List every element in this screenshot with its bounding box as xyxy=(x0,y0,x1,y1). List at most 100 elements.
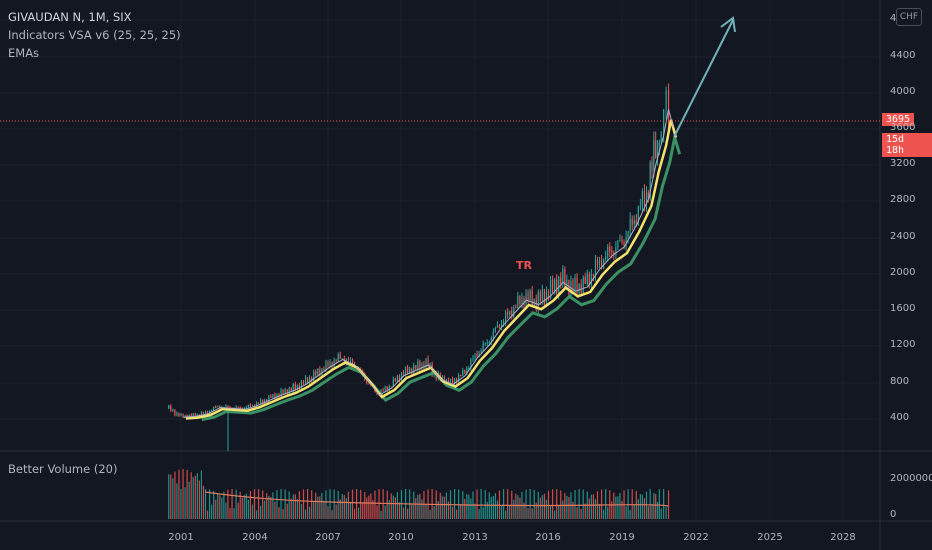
candle-body xyxy=(627,231,629,237)
candle-body xyxy=(335,360,337,362)
candle-body xyxy=(541,289,543,301)
candle-body xyxy=(298,384,301,390)
candle-body xyxy=(176,412,178,416)
candle-body xyxy=(543,289,546,305)
volume-bar xyxy=(653,492,655,519)
candle-body xyxy=(251,405,254,407)
volume-bar xyxy=(545,499,548,519)
symbol-title[interactable]: GIVAUDAN N, 1M, SIX xyxy=(8,10,132,24)
price-tick-label: 2800 xyxy=(890,194,916,205)
volume-bar xyxy=(249,490,252,519)
volume-bar xyxy=(411,503,413,519)
indicator-vsa-label[interactable]: Indicators VSA v6 (25, 25, 25) xyxy=(8,28,181,42)
ema-slow-line xyxy=(201,137,682,422)
candle-body xyxy=(603,258,605,269)
candle-body xyxy=(639,206,641,208)
volume-bar xyxy=(278,507,280,519)
volume-panel-title[interactable]: Better Volume (20) xyxy=(8,462,118,476)
volume-bar xyxy=(331,510,333,519)
candle-body xyxy=(472,357,474,360)
candle-body xyxy=(615,247,617,255)
candle-body xyxy=(351,359,354,365)
volume-bar xyxy=(655,494,657,519)
volume-bar xyxy=(186,469,188,519)
volume-bar xyxy=(560,490,562,519)
volume-bar xyxy=(574,489,576,519)
volume-bar xyxy=(629,510,631,519)
candle-body xyxy=(347,359,350,361)
volume-bar xyxy=(225,502,227,519)
volume-bar xyxy=(255,510,258,519)
candle-body xyxy=(276,394,278,399)
volume-bar xyxy=(168,474,170,519)
chart-legend: GIVAUDAN N, 1M, SIX Indicators VSA v6 (2… xyxy=(8,8,181,62)
volume-bar xyxy=(372,500,374,519)
volume-bar xyxy=(556,489,558,519)
candle-body xyxy=(223,406,225,408)
volume-bar xyxy=(260,505,262,519)
volume-bar xyxy=(343,494,345,519)
volume-bar xyxy=(566,495,568,519)
indicator-emas-label[interactable]: EMAs xyxy=(8,46,40,60)
volume-bar xyxy=(584,503,586,519)
candle-body xyxy=(290,388,292,392)
volume-bar xyxy=(215,499,217,519)
volume-bar xyxy=(478,509,480,519)
candle-body xyxy=(333,360,335,368)
candle-body xyxy=(663,109,665,135)
price-tick-label: 1600 xyxy=(890,303,916,314)
volume-bar xyxy=(582,489,584,519)
volume-bar xyxy=(198,480,200,519)
volume-bar xyxy=(276,490,278,519)
volume-bar xyxy=(221,497,223,519)
time-tick-label: 2016 xyxy=(535,532,561,543)
volume-bar xyxy=(257,489,260,519)
price-tick-label: 3600 xyxy=(890,122,916,133)
candle-body xyxy=(535,298,537,310)
candle-body xyxy=(507,312,509,315)
candle-body xyxy=(582,277,584,293)
candle-body xyxy=(515,307,517,309)
candle-body xyxy=(237,406,239,408)
volume-bar xyxy=(437,501,439,519)
candle-body xyxy=(225,405,227,407)
volume-bar xyxy=(264,500,266,519)
candle-body xyxy=(296,384,298,390)
candle-body xyxy=(600,260,603,269)
volume-bar xyxy=(539,497,541,519)
volume-bar xyxy=(658,489,660,519)
volume-bar xyxy=(451,506,454,519)
volume-bar xyxy=(533,489,535,519)
candle-body xyxy=(400,372,403,381)
candle-body xyxy=(260,399,262,404)
currency-button[interactable]: CHF xyxy=(896,8,922,26)
candle-body xyxy=(564,269,566,287)
volume-bar xyxy=(349,503,352,519)
candle-body xyxy=(180,414,182,417)
volume-bar xyxy=(351,489,354,519)
volume-bar xyxy=(213,490,215,519)
candle-body xyxy=(609,246,611,252)
volume-bar xyxy=(388,500,390,519)
volume-bar xyxy=(190,472,192,519)
volume-bar xyxy=(611,501,613,519)
volume-bar xyxy=(603,509,605,519)
candle-body xyxy=(304,377,307,385)
candle-body xyxy=(264,400,266,403)
candle-body xyxy=(384,387,386,390)
volume-bar xyxy=(317,496,319,519)
volume-bar xyxy=(558,505,560,519)
volume-bar xyxy=(306,489,309,519)
candle-body xyxy=(255,402,258,407)
candle-body xyxy=(584,277,586,285)
volume-bar xyxy=(627,489,629,519)
volume-tick-label: 2000000 xyxy=(890,473,932,484)
candle-body xyxy=(235,406,237,408)
volume-bar xyxy=(576,507,578,519)
time-tick-label: 2013 xyxy=(462,532,488,543)
volume-bar xyxy=(206,510,209,519)
candle-body xyxy=(404,367,407,375)
volume-bar xyxy=(396,492,399,519)
